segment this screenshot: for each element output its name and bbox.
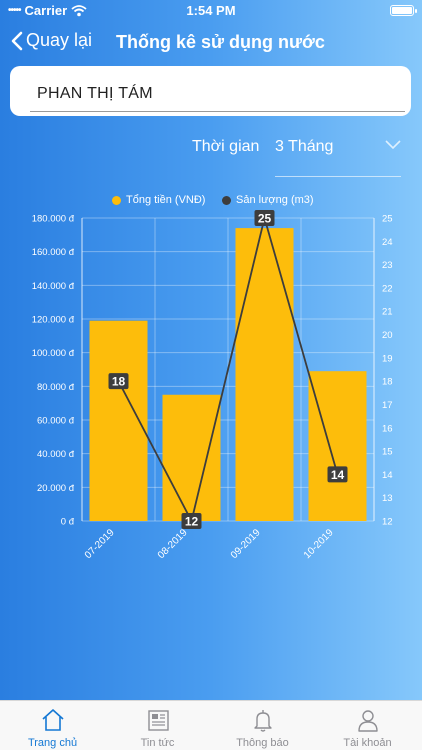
name-underline: [30, 111, 405, 112]
x-tick-label: 09-2019: [229, 527, 263, 561]
right-tick-label: 17: [382, 400, 393, 411]
volume-label-box: [108, 373, 129, 390]
tab-notifications-label: Thông báo: [236, 737, 289, 749]
status-bar: ••••• Carrier 1:54 PM: [0, 0, 422, 22]
right-tick-label: 24: [382, 237, 393, 248]
tab-bar: Trang chủ Tin tức Thông báo Tài khoản: [0, 700, 422, 750]
news-icon: [148, 710, 169, 731]
right-tick-label: 12: [382, 517, 393, 528]
left-tick-label: 180.000 đ: [32, 214, 75, 225]
volume-label-box: [254, 210, 275, 226]
tab-notifications[interactable]: Thông báo: [210, 701, 315, 750]
right-tick-label: 23: [382, 260, 393, 271]
back-button[interactable]: Quay lại: [10, 30, 92, 51]
wifi-icon: [71, 4, 87, 16]
chart-bar: [235, 228, 294, 521]
legend-dot-amount: [112, 195, 121, 205]
status-left: ••••• Carrier: [8, 3, 87, 18]
legend-item-amount: Tổng tiền (VNĐ): [112, 194, 205, 206]
right-tick-label: 20: [382, 330, 393, 341]
tab-home-label: Trang chủ: [27, 737, 78, 749]
period-dropdown[interactable]: 3 Tháng: [275, 134, 401, 177]
period-value: 3 Tháng: [275, 138, 334, 155]
period-label: Thời gian: [192, 138, 260, 155]
chart-line: 18 12 25 14: [108, 210, 348, 529]
x-tick-label: 07-2019: [83, 527, 117, 561]
nav-bar: Quay lại Thống kê sử dụng nước: [0, 26, 422, 62]
volume-series-line: [117, 214, 339, 524]
left-axis: 0 đ 20.000 đ 40.000 đ 60.000 đ 80.000 đ 100.0…: [32, 214, 83, 528]
x-tick-label: 08-2019: [156, 527, 190, 561]
legend-label-amount: Tổng tiền (VNĐ): [126, 194, 206, 206]
left-tick-label: 120.000 đ: [32, 315, 75, 326]
tab-account[interactable]: Tài khoản: [315, 701, 420, 750]
chart-bar: [162, 394, 221, 521]
period-row: Thời gian 3 Tháng: [0, 134, 422, 178]
customer-name: PHAN THỊ TÁM: [37, 85, 153, 102]
left-tick-label: 20.000 đ: [37, 483, 75, 494]
user-icon: [358, 710, 378, 732]
left-tick-label: 60.000 đ: [37, 416, 75, 427]
signal-icon: •••••: [8, 5, 21, 16]
right-axis: 12 13 14 15 16 17 18 19 20 21 22 23 24 25: [373, 214, 393, 528]
volume-data-label: 25: [258, 212, 272, 226]
right-tick-label: 18: [382, 377, 393, 388]
legend-label-volume: Sản lượng (m3): [236, 194, 314, 206]
right-tick-label: 22: [382, 283, 393, 294]
left-tick-label: 140.000 đ: [32, 281, 75, 292]
carrier-label: Carrier: [24, 3, 68, 18]
volume-data-label: 18: [112, 375, 126, 389]
status-time: 1:54 PM: [186, 3, 236, 18]
tab-home[interactable]: Trang chủ: [0, 701, 105, 750]
usage-chart: 0 đ 20.000 đ 40.000 đ 60.000 đ 80.000 đ 100.0…: [32, 210, 393, 561]
x-tick-label: 10-2019: [302, 527, 336, 561]
chart-bars: [89, 228, 367, 521]
legend-dot-volume: [222, 195, 231, 205]
period-underline: [275, 176, 401, 177]
chart-bar: [89, 320, 148, 521]
left-tick-label: 80.000 đ: [37, 382, 75, 393]
volume-label-box: [327, 466, 348, 483]
home-icon: [42, 709, 64, 731]
left-tick-label: 160.000 đ: [32, 247, 75, 258]
left-tick-label: 40.000 đ: [37, 449, 75, 460]
left-tick-label: 0 đ: [61, 517, 75, 528]
right-tick-label: 19: [382, 353, 393, 364]
chart-legend: Tổng tiền (VNĐ) Sản lượng (m3): [0, 192, 422, 210]
chevron-left-icon: [11, 31, 23, 50]
page-title: Thống kê sử dụng nước: [116, 32, 325, 52]
tab-news-label: Tin tức: [140, 737, 175, 749]
right-tick-label: 21: [382, 307, 393, 318]
back-label: Quay lại: [26, 30, 93, 50]
right-tick-label: 16: [382, 423, 393, 434]
x-axis-labels: 07-2019 08-2019 09-2019 10-2019: [83, 527, 336, 561]
bell-icon: [254, 710, 272, 732]
right-tick-label: 25: [382, 214, 393, 225]
right-tick-label: 15: [382, 447, 393, 458]
left-tick-label: 100.000 đ: [32, 348, 75, 359]
right-tick-label: 14: [382, 470, 393, 481]
tab-news[interactable]: Tin tức: [105, 701, 210, 750]
chevron-down-icon: [385, 140, 401, 150]
legend-item-volume: Sản lượng (m3): [222, 194, 314, 206]
right-tick-label: 13: [382, 493, 393, 504]
tab-account-label: Tài khoản: [343, 737, 392, 749]
volume-data-label: 12: [185, 515, 199, 529]
chart-bar: [308, 371, 367, 521]
battery-icon: [390, 5, 417, 16]
volume-label-box: [181, 513, 202, 529]
volume-data-label: 14: [331, 468, 345, 482]
customer-card: PHAN THỊ TÁM: [10, 66, 411, 116]
